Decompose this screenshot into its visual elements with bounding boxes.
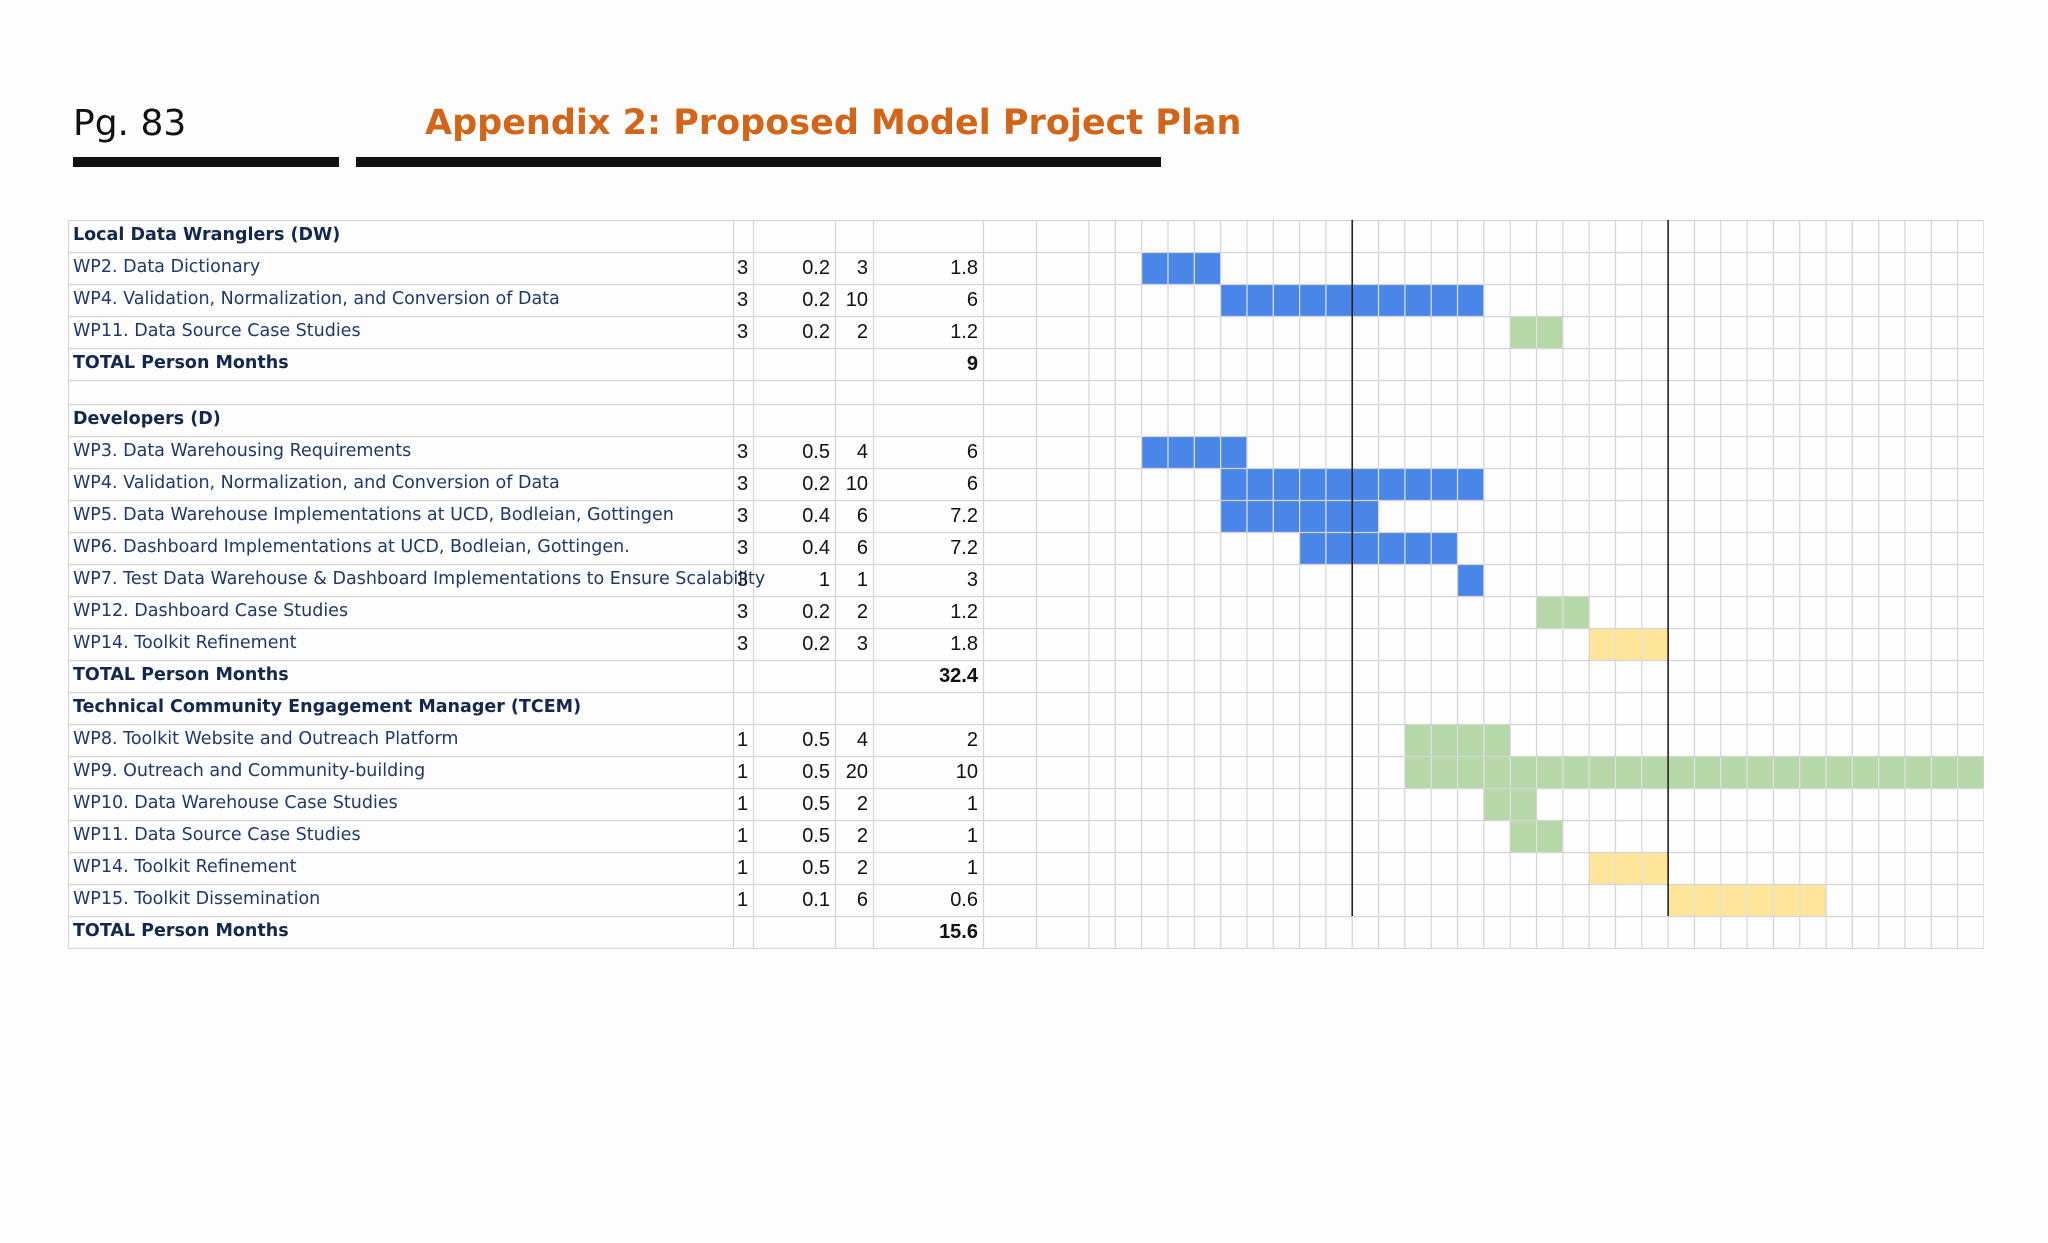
total-person-months: 32.4 xyxy=(939,665,978,687)
cell-value: 2 xyxy=(856,857,868,879)
cell-value: 10 xyxy=(845,289,868,311)
person-months-value: 3 xyxy=(966,569,978,591)
person-months-value: 6 xyxy=(966,441,978,463)
task-name: WP6. Dashboard Implementations at UCD, B… xyxy=(73,537,630,557)
cell-value: 0.5 xyxy=(802,761,830,783)
person-months-value: 7.2 xyxy=(950,505,978,527)
cell-value: 0.2 xyxy=(802,601,830,623)
cell-value: 3 xyxy=(737,633,749,655)
person-months-value: 1 xyxy=(966,793,978,815)
task-name: WP5. Data Warehouse Implementations at U… xyxy=(73,505,674,525)
task-name: WP14. Toolkit Refinement xyxy=(73,633,297,653)
cell-value: 0.2 xyxy=(802,473,830,495)
cell-value: 0.2 xyxy=(802,321,830,343)
cell-value: 0.5 xyxy=(802,857,830,879)
cell-value: 0.2 xyxy=(802,257,830,279)
person-months-value: 10 xyxy=(955,761,978,783)
cell-value: 3 xyxy=(737,473,749,495)
cell-value: 2 xyxy=(856,601,868,623)
project-plan-table: Local Data Wranglers (DW) WP2. Data Dicti… xyxy=(68,220,1984,957)
cell-value: 0.5 xyxy=(802,441,830,463)
task-name: WP15. Toolkit Dissemination xyxy=(73,889,321,909)
cell-value: 3 xyxy=(737,257,749,279)
person-months-value: 1.8 xyxy=(950,633,978,655)
cell-value: 0.4 xyxy=(802,537,830,559)
task-name: WP2. Data Dictionary xyxy=(73,257,261,277)
cell-value: 3 xyxy=(856,257,868,279)
cell-value: 6 xyxy=(856,889,868,911)
task-name: WP11. Data Source Case Studies xyxy=(73,321,361,341)
cell-value: 6 xyxy=(856,505,868,527)
task-name: WP4. Validation, Normalization, and Conv… xyxy=(73,289,560,309)
cell-value: 3 xyxy=(737,569,749,591)
person-months-value: 1.8 xyxy=(950,257,978,279)
cell-value: 20 xyxy=(845,761,868,783)
task-name: WP12. Dashboard Case Studies xyxy=(73,601,349,621)
cell-value: 3 xyxy=(737,505,749,527)
cell-value: 0.1 xyxy=(802,889,830,911)
cell-value: 0.2 xyxy=(802,289,830,311)
cell-value: 1 xyxy=(737,857,749,879)
task-name: WP3. Data Warehousing Requirements xyxy=(73,441,412,461)
cell-value: 3 xyxy=(737,321,749,343)
person-months-value: 7.2 xyxy=(950,537,978,559)
cell-value: 0.5 xyxy=(802,793,830,815)
cell-value: 2 xyxy=(856,793,868,815)
page-number-rule xyxy=(73,157,339,167)
person-months-value: 0.6 xyxy=(950,889,978,911)
cell-value: 2 xyxy=(856,321,868,343)
page-title: Appendix 2: Proposed Model Project Plan xyxy=(425,103,1242,143)
cell-value: 2 xyxy=(856,825,868,847)
task-name: WP14. Toolkit Refinement xyxy=(73,857,297,877)
cell-value: 1 xyxy=(737,825,749,847)
task-name: WP11. Data Source Case Studies xyxy=(73,825,361,845)
cell-value: 3 xyxy=(856,633,868,655)
person-months-value: 6 xyxy=(966,473,978,495)
section-header: Developers (D) xyxy=(73,409,221,429)
title-rule xyxy=(356,157,1161,167)
person-months-value: 1.2 xyxy=(950,601,978,623)
cell-value: 0.5 xyxy=(802,729,830,751)
section-header: Technical Community Engagement Manager (… xyxy=(73,697,582,717)
total-label: TOTAL Person Months xyxy=(73,665,289,685)
cell-value: 0.2 xyxy=(802,633,830,655)
total-person-months: 15.6 xyxy=(939,921,978,943)
cell-value: 1 xyxy=(737,889,749,911)
cell-value: 10 xyxy=(845,473,868,495)
total-person-months: 9 xyxy=(966,353,978,375)
cell-value: 0.5 xyxy=(802,825,830,847)
person-months-value: 6 xyxy=(966,289,978,311)
total-label: TOTAL Person Months xyxy=(73,921,289,941)
gantt-grid xyxy=(68,220,1984,949)
person-months-value: 1.2 xyxy=(950,321,978,343)
task-name: WP8. Toolkit Website and Outreach Platfo… xyxy=(73,729,459,749)
cell-value: 1 xyxy=(737,793,749,815)
task-name: WP7. Test Data Warehouse & Dashboard Imp… xyxy=(73,569,766,589)
cell-value: 1 xyxy=(737,729,749,751)
task-name: WP10. Data Warehouse Case Studies xyxy=(73,793,398,813)
cell-value: 3 xyxy=(737,289,749,311)
person-months-value: 2 xyxy=(966,729,978,751)
page-number: Pg. 83 xyxy=(73,103,187,144)
cell-value: 1 xyxy=(737,761,749,783)
cell-value: 1 xyxy=(856,569,868,591)
gantt-bar xyxy=(1457,565,1484,596)
cell-value: 1 xyxy=(818,569,830,591)
total-label: TOTAL Person Months xyxy=(73,353,289,373)
section-header: Local Data Wranglers (DW) xyxy=(73,225,341,245)
cell-value: 4 xyxy=(856,441,868,463)
cell-value: 3 xyxy=(737,441,749,463)
task-name: WP4. Validation, Normalization, and Conv… xyxy=(73,473,560,493)
person-months-value: 1 xyxy=(966,857,978,879)
person-months-value: 1 xyxy=(966,825,978,847)
cell-value: 4 xyxy=(856,729,868,751)
gantt-bar xyxy=(1589,629,1669,660)
cell-value: 6 xyxy=(856,537,868,559)
cell-value: 0.4 xyxy=(802,505,830,527)
cell-value: 3 xyxy=(737,537,749,559)
cell-value: 3 xyxy=(737,601,749,623)
gantt-bar xyxy=(1141,253,1221,284)
gantt-bar xyxy=(1589,853,1669,884)
task-name: WP9. Outreach and Community-building xyxy=(73,761,426,781)
